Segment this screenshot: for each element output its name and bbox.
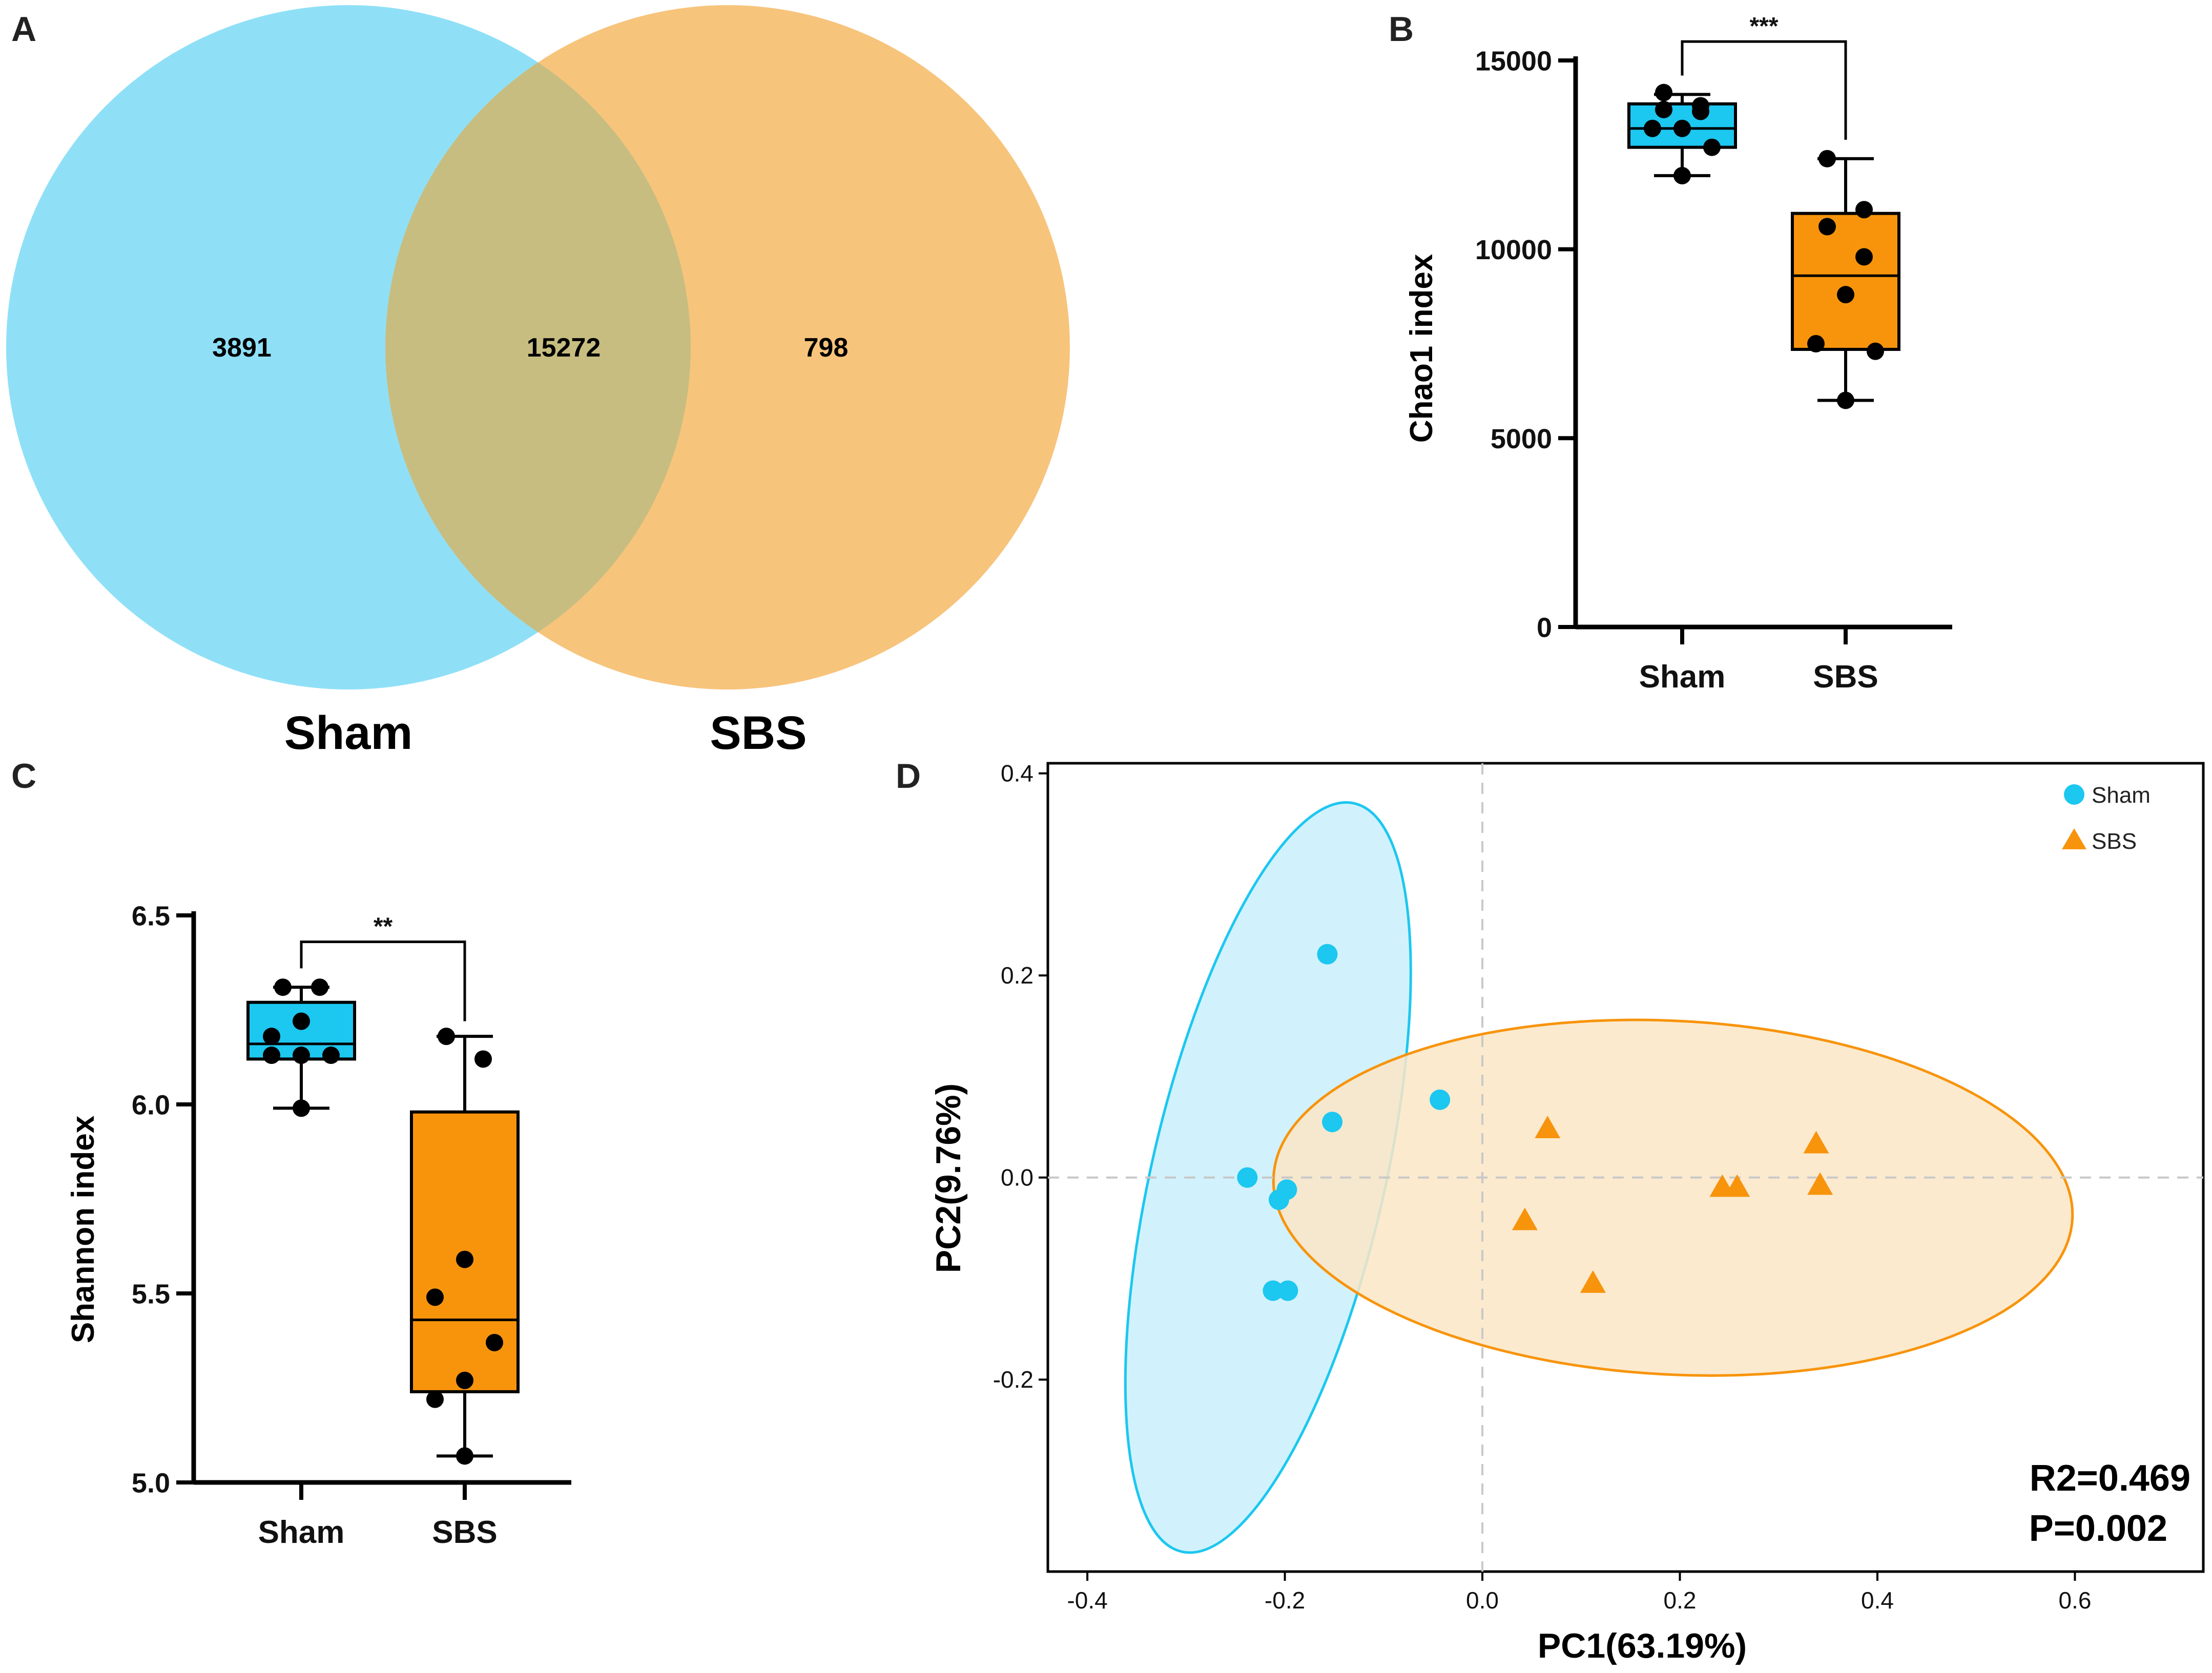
shannon-y-tick-label: 5.5: [132, 1279, 170, 1309]
chao1-data-point: [1692, 102, 1709, 120]
pcoa-ellipse-sbs: [1272, 1018, 2074, 1377]
chao1-data-point: [1818, 218, 1836, 236]
pcoa-y-tick-label: 0.2: [1001, 962, 1033, 989]
chao1-data-point: [1818, 150, 1836, 168]
venn-count-sham-only: 3891: [212, 333, 272, 363]
chao1-data-point: [1655, 100, 1672, 118]
panel-a-label: A: [11, 10, 36, 49]
chao1-data-point: [1867, 342, 1884, 360]
chao1-x-tick-label: SBS: [1813, 659, 1878, 695]
chao1-data-point: [1673, 166, 1691, 184]
shannon-x-tick-label: Sham: [258, 1515, 345, 1550]
pcoa-p-annotation: P=0.002: [2029, 1508, 2167, 1549]
shannon-data-point: [263, 1028, 280, 1045]
shannon-data-point: [274, 978, 292, 996]
pcoa-y-tick-label: -0.2: [993, 1366, 1033, 1393]
shannon-y-axis-title: Shannon index: [66, 1115, 101, 1343]
pcoa-point-sham: [1277, 1280, 1298, 1301]
legend-sbs-marker: [2062, 828, 2086, 849]
shannon-boxplot: C 5.0 5.5 6.0 6.5 Sham SBS ** Shannon index: [11, 757, 571, 1550]
venn-overlap-region: [385, 62, 691, 633]
panel-b-label: B: [1389, 10, 1414, 49]
pcoa-point-sbs: [1803, 1131, 1829, 1154]
chao1-data-point: [1644, 119, 1661, 137]
legend-sham-label: Sham: [2092, 783, 2151, 808]
shannon-data-point: [322, 1047, 340, 1064]
shannon-significance-bracket: [300, 940, 466, 1021]
shannon-y-tick-label: 6.0: [132, 1090, 170, 1120]
shannon-data-point: [293, 1047, 310, 1064]
shannon-data-point: [426, 1288, 444, 1306]
venn-set-label-sham: Sham: [284, 707, 413, 759]
pcoa-y-axis-title: PC2(9.76%): [929, 1083, 968, 1273]
chao1-y-tick-label: 0: [1537, 612, 1552, 643]
chao1-y-tick-label: 10000: [1475, 235, 1552, 265]
shannon-data-point: [293, 1099, 310, 1117]
venn-diagram: A 3891 15272 798 Sham SBS: [6, 5, 1070, 759]
shannon-data-point: [456, 1447, 473, 1465]
pcoa-r2-annotation: R2=0.469: [2030, 1458, 2190, 1499]
shannon-y-tick-label: 6.5: [132, 901, 170, 931]
shannon-data-point: [438, 1028, 455, 1045]
venn-set-label-sbs: SBS: [710, 707, 807, 759]
pcoa-x-tick-label: 0.4: [1861, 1587, 1894, 1614]
pcoa-x-tick-label: -0.2: [1265, 1587, 1305, 1614]
pcoa-y-tick-label: 0.4: [1001, 760, 1033, 787]
pcoa-scatter: D -0.4 -0.2 0.0 0.2 0.4 0.6 -0.2 0.0 0.2 0.4 PC1(…: [896, 757, 2205, 1665]
chao1-data-point: [1807, 335, 1825, 352]
venn-count-sbs-only: 798: [804, 333, 849, 363]
pcoa-point-sham: [1269, 1189, 1289, 1210]
pcoa-x-axis-title: PC1(63.19%): [1538, 1626, 1747, 1665]
pcoa-x-tick-label: -0.4: [1067, 1587, 1107, 1614]
chao1-y-axis-title: Chao1 index: [1404, 254, 1439, 443]
shannon-data-point: [456, 1371, 473, 1389]
shannon-data-point: [474, 1050, 492, 1068]
venn-count-shared: 15272: [527, 333, 601, 363]
panel-c-label: C: [11, 757, 36, 796]
chao1-y-tick-label: 15000: [1475, 46, 1552, 76]
chao1-data-point: [1673, 119, 1691, 137]
shannon-data-point: [293, 1012, 310, 1030]
shannon-data-point: [311, 978, 328, 996]
pcoa-point-sbs: [1580, 1270, 1606, 1293]
pcoa-x-tick-label: 0.2: [1664, 1587, 1697, 1614]
chao1-data-point: [1855, 201, 1873, 219]
pcoa-point-sbs: [1724, 1174, 1750, 1197]
shannon-data-point: [456, 1250, 473, 1268]
pcoa-point-sham: [1322, 1112, 1343, 1133]
pcoa-point-sham: [1430, 1089, 1451, 1110]
pcoa-point-sbs: [1512, 1207, 1538, 1230]
pcoa-y-tick-label: 0.0: [1001, 1164, 1033, 1191]
panel-d-label: D: [896, 757, 921, 796]
pcoa-point-sbs: [1807, 1172, 1833, 1195]
chao1-data-point: [1655, 83, 1672, 101]
pcoa-x-tick-label: 0.0: [1466, 1587, 1499, 1614]
legend-sbs-label: SBS: [2092, 829, 2137, 854]
chao1-significance-bracket: [1681, 40, 1847, 140]
pcoa-point-sham: [1263, 1280, 1284, 1301]
shannon-data-point: [486, 1333, 503, 1351]
pcoa-point-sham: [1237, 1167, 1258, 1188]
chao1-boxplot: B 0 5000 10000 15000 Sham SBS *** Chao1 index: [1389, 10, 1952, 695]
chao1-box-sbs: [1791, 212, 1900, 351]
shannon-x-tick-label: SBS: [432, 1515, 497, 1550]
chao1-data-point: [1855, 248, 1873, 266]
chao1-data-point: [1837, 391, 1854, 409]
shannon-significance-stars: **: [374, 913, 393, 940]
pcoa-point-sbs: [1535, 1116, 1561, 1139]
chao1-data-point: [1703, 138, 1721, 156]
chao1-y-tick-label: 5000: [1491, 424, 1552, 454]
chao1-x-tick-label: Sham: [1639, 659, 1726, 695]
pcoa-point-sham: [1317, 944, 1338, 965]
shannon-data-point: [263, 1047, 280, 1064]
chao1-significance-stars: ***: [1749, 13, 1778, 40]
chao1-data-point: [1837, 286, 1854, 304]
shannon-y-tick-label: 5.0: [132, 1468, 170, 1498]
pcoa-x-tick-label: 0.6: [2058, 1587, 2091, 1614]
legend-sham-marker: [2064, 784, 2084, 805]
shannon-data-point: [426, 1390, 444, 1408]
